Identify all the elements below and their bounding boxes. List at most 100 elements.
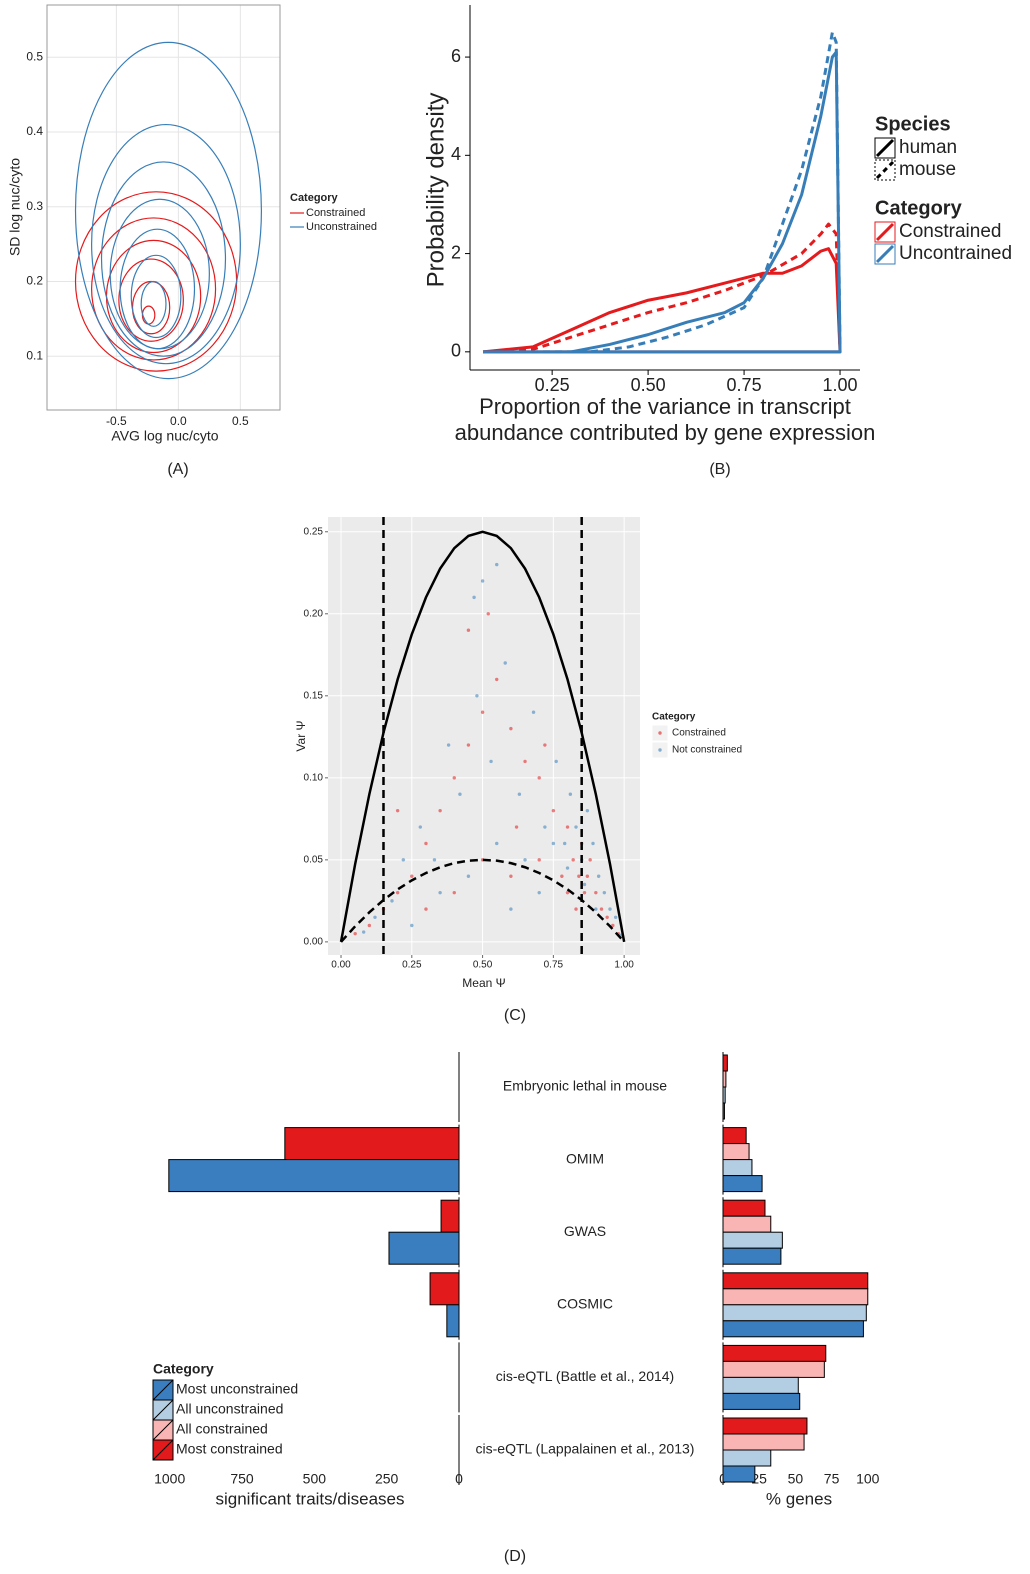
point [361,930,366,934]
bar [722,1199,766,1217]
y-axis-title: SD log nuc/cyto [7,158,23,256]
point [373,915,377,919]
point [594,907,598,911]
point [495,677,499,682]
bar [446,1304,460,1338]
x-tick-label: 25 [751,1471,767,1487]
point [418,825,422,829]
point [582,890,587,895]
point [565,825,570,829]
x-axis-title: Mean Ψ [462,976,505,990]
x-tick-label: 0.25 [402,960,422,971]
point [410,874,414,878]
y-tick-label: 2 [451,242,461,262]
point [495,562,499,567]
point [560,874,564,878]
point [480,579,485,583]
point [531,710,536,714]
point [353,931,357,936]
point [568,792,573,796]
point [596,874,601,878]
legend-label: Most constrained [176,1441,283,1457]
bar [722,1360,825,1378]
density-line [483,31,842,354]
reference-curve [340,858,626,943]
x-tick-label: 1000 [154,1471,185,1487]
point [611,923,615,928]
bar [722,1054,728,1072]
y-axis-title: Probability density [422,93,449,288]
x-tick-label: 1.00 [614,960,634,971]
x-tick-label: 500 [303,1471,327,1487]
point [588,858,592,862]
point [438,808,442,813]
point [565,866,570,870]
legend-label: Most unconstrained [176,1381,298,1397]
contour-line [118,258,184,342]
point [466,743,471,747]
x-tick-label: 250 [375,1471,399,1487]
y-tick-label: 0.2 [26,274,43,288]
point [565,890,570,895]
x-tick-label: 0.0 [170,414,187,428]
x-axis-title: abundance contributed by gene expression [455,420,876,445]
legend-label: Uncontrained [899,243,1012,264]
bar [722,1320,864,1338]
legend-swatch [658,731,662,735]
x-axis-title: significant traits/diseases [216,1489,405,1508]
y-tick-label: 4 [451,144,461,164]
y-tick-label: 0.5 [26,49,43,63]
point [367,923,372,928]
panel-caption: (C) [504,1007,526,1024]
category-label: cis-eQTL (Battle et al., 2014) [496,1368,674,1384]
y-tick-label: 0.25 [304,526,324,537]
point [514,825,519,829]
legend-label: Not constrained [672,745,742,756]
point [523,759,527,764]
plot-background [47,5,280,410]
point [543,743,547,747]
legend-label: Constrained [672,728,726,739]
x-tick-label: 0.75 [727,375,762,395]
point [452,890,456,895]
point [509,726,513,731]
x-tick-label: 750 [230,1471,254,1487]
bar [429,1272,460,1306]
x-tick-label: 0.00 [331,960,351,971]
plot-layer [74,41,263,380]
bar [722,1175,763,1193]
bar [722,1086,726,1104]
legend-swatch-slash [152,1379,174,1401]
plot-layer [339,517,626,955]
legend-swatch-slash [152,1399,174,1421]
contour-line [119,228,196,350]
y-tick-label: 0.15 [304,690,324,701]
point [574,907,578,911]
category-label: COSMIC [557,1296,613,1312]
bar [722,1376,799,1394]
y-tick-label: 0 [451,341,461,361]
point [551,841,556,846]
legend-label: Unconstrained [306,221,377,233]
bar [722,1417,808,1435]
y-tick-label: 0.3 [26,199,43,213]
point [537,858,541,862]
point [602,890,607,895]
point [517,792,522,796]
x-axis-title: Proportion of the variance in transcript [479,394,851,419]
point [475,694,479,698]
x-tick-label: 0.5 [232,414,249,428]
point [438,890,442,895]
bar [722,1392,801,1410]
bar [722,1231,783,1249]
panel-caption: (B) [709,461,730,478]
legend-label: mouse [899,159,956,180]
contour-line [74,41,263,380]
point [554,759,558,764]
point [509,907,513,911]
bar [722,1288,869,1306]
legend-swatch [875,244,895,264]
density-line [482,247,842,354]
bar [722,1344,827,1362]
bar [722,1433,805,1451]
